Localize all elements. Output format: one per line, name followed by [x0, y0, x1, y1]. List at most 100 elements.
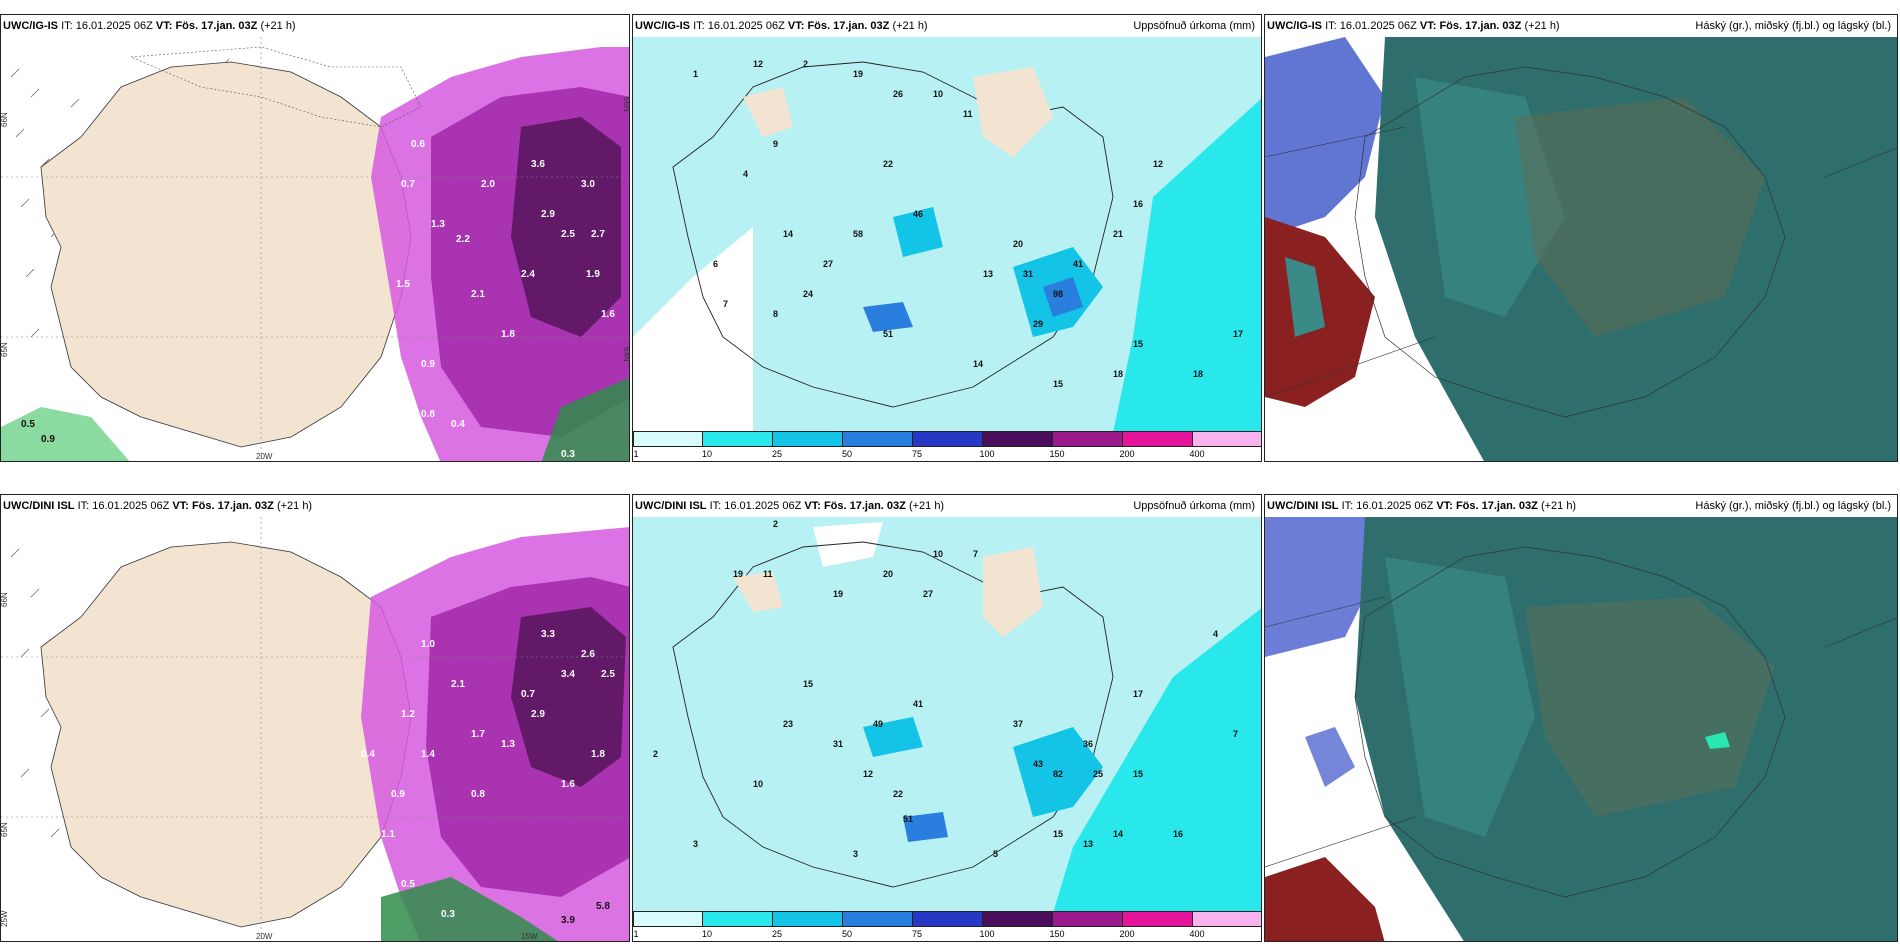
colorbar-tick: 10	[701, 449, 713, 459]
colorbar-cell	[913, 911, 983, 927]
precip-map-panel-dini: UWC/DINI ISL IT: 16.01.2025 06Z VT: Fös.…	[632, 494, 1262, 942]
precip-label: 12	[863, 769, 873, 779]
precip-label: 13	[1083, 839, 1093, 849]
colorbar-tick: 75	[911, 449, 923, 459]
precip-value-labels: 1 12 2 19 26 10 11 22 46 58 27 24 14 31 …	[693, 59, 1243, 389]
precip-label: 19	[833, 589, 843, 599]
iceland-coast	[1354, 546, 1786, 898]
snow-label: 2.0	[481, 179, 495, 190]
precip-value-labels: 2 19 11 19 20 27 10 7 49 31 41 23 15 43 …	[653, 519, 1238, 859]
precip-label: 11	[763, 569, 773, 579]
cloud-map-panel-igis: UWC/IG-IS IT: 16.01.2025 06Z VT: Fös. 17…	[1264, 14, 1898, 462]
snow-label: 0.3	[441, 909, 455, 920]
precip-label: 14	[1113, 829, 1123, 839]
snow-label: 1.3	[501, 739, 515, 750]
precip-label: 4	[743, 169, 748, 179]
colorbar-cell	[633, 431, 703, 447]
snow-label: 1.7	[471, 729, 485, 740]
colorbar-cell	[843, 431, 913, 447]
precip-label: 12	[1153, 159, 1163, 169]
precip-map-panel-igis: UWC/IG-IS IT: 16.01.2025 06Z VT: Fös. 17…	[632, 14, 1262, 462]
axis-label: 65N	[1, 342, 9, 357]
snow-label: 3.6	[531, 159, 545, 170]
precip-label: 37	[1013, 719, 1023, 729]
precip-label: 2	[773, 519, 778, 529]
colorbar-cell	[983, 431, 1053, 447]
snow-label: 1.3	[431, 219, 445, 230]
colorbar-tick: 1	[633, 449, 639, 459]
precip-label: 15	[1053, 829, 1063, 839]
colorbar-cell	[1053, 431, 1123, 447]
precip-label: 19	[733, 569, 743, 579]
lead-time: (+21 h)	[276, 500, 313, 512]
snow-label: 0.4	[361, 749, 375, 760]
precip-label: 46	[913, 209, 923, 219]
axis-label: 20W	[256, 932, 273, 941]
precip-label: 26	[893, 89, 903, 99]
panel-title: Uppsöfnuð úrkoma (mm)	[1133, 20, 1255, 32]
axis-label: 65N	[1, 822, 9, 837]
precip-label: 15	[1133, 769, 1143, 779]
precip-label: 27	[823, 259, 833, 269]
snow-wind-map-panel-igis: UWC/IG-IS IT: 16.01.2025 06Z VT: Fös. 17…	[0, 14, 630, 462]
axis-label: 66N	[1, 112, 9, 127]
snow-label: 1.1	[381, 829, 395, 840]
precip-label: 58	[853, 229, 863, 239]
precip-label: 8	[773, 309, 778, 319]
vt-label: VT:	[1419, 20, 1437, 32]
vt-label: VT:	[804, 500, 821, 512]
snow-map-canvas: 2.0 3.6 3.0 2.5 1.9 2.4 1.8 1.3 0.7 0.6 …	[1, 37, 630, 461]
precip-label: 1	[693, 69, 698, 79]
snow-label: 3.4	[561, 669, 575, 680]
colorbar-tick: 200	[1119, 929, 1135, 939]
colorbar-tick: 25	[771, 449, 783, 459]
colorbar-tick: 400	[1189, 449, 1205, 459]
colorbar-cell	[1193, 431, 1261, 447]
panel-header: UWC/IG-IS IT: 16.01.2025 06Z VT: Fös. 17…	[633, 15, 1261, 37]
colorbar-tick: 150	[1049, 449, 1065, 459]
precip-label: 3	[693, 839, 698, 849]
lead-time: (+21 h)	[1540, 500, 1577, 512]
it-label: IT:	[693, 20, 705, 32]
precip-label: 36	[1083, 739, 1093, 749]
vt-value: Fös. 17.jan. 03Z	[807, 20, 890, 32]
snow-wind-map-panel-dini: UWC/DINI ISL IT: 16.01.2025 06Z VT: Fös.…	[0, 494, 630, 942]
precip-label: 10	[933, 549, 943, 559]
precip-label: 23	[783, 719, 793, 729]
colorbar-tick: 75	[911, 929, 923, 939]
vt-value: Fös. 17.jan. 03Z	[823, 500, 906, 512]
axis-label: 25W	[1, 910, 9, 927]
precip-label: 18	[1113, 369, 1123, 379]
precip-label: 18	[1193, 369, 1203, 379]
snow-label: 2.7	[591, 229, 605, 240]
snow-label: 0.6	[411, 139, 425, 150]
precip-label: 31	[1023, 269, 1033, 279]
precip-label: 20	[1013, 239, 1023, 249]
iceland-land	[40, 541, 412, 928]
lead-time: (+21 h)	[1524, 20, 1560, 32]
iceland-coast	[1354, 66, 1786, 418]
precip-label: 10	[933, 89, 943, 99]
snow-label: 3.9	[561, 915, 575, 926]
precip-label: 17	[1133, 689, 1143, 699]
precip-label: 27	[923, 589, 933, 599]
precip-label: 31	[833, 739, 843, 749]
model-name: UWC/IG-IS	[635, 20, 690, 32]
precip-label: 11	[963, 109, 973, 119]
cloud-map-panel-dini: UWC/DINI ISL IT: 16.01.2025 06Z VT: Fös.…	[1264, 494, 1898, 942]
snow-label: 2.5	[601, 669, 615, 680]
snow-label: 2.2	[456, 234, 470, 245]
it-label: IT:	[1341, 500, 1354, 512]
vt-label: VT:	[1436, 500, 1453, 512]
panel-title: Háský (gr.), miðský (fj.bl.) og lágský (…	[1695, 20, 1891, 32]
vt-value: Fös. 17.jan. 03Z	[1439, 20, 1522, 32]
precip-label: 15	[803, 679, 813, 689]
vt-label: VT:	[155, 20, 173, 32]
precip-label: 15	[1133, 339, 1143, 349]
colorbar-tick: 25	[771, 929, 783, 939]
colorbar-tick: 100	[979, 929, 995, 939]
snow-label: 3.0	[581, 179, 595, 190]
precip-label: 21	[1113, 229, 1123, 239]
axis-label: 66N	[622, 97, 630, 112]
precip-label: 5	[993, 849, 998, 859]
